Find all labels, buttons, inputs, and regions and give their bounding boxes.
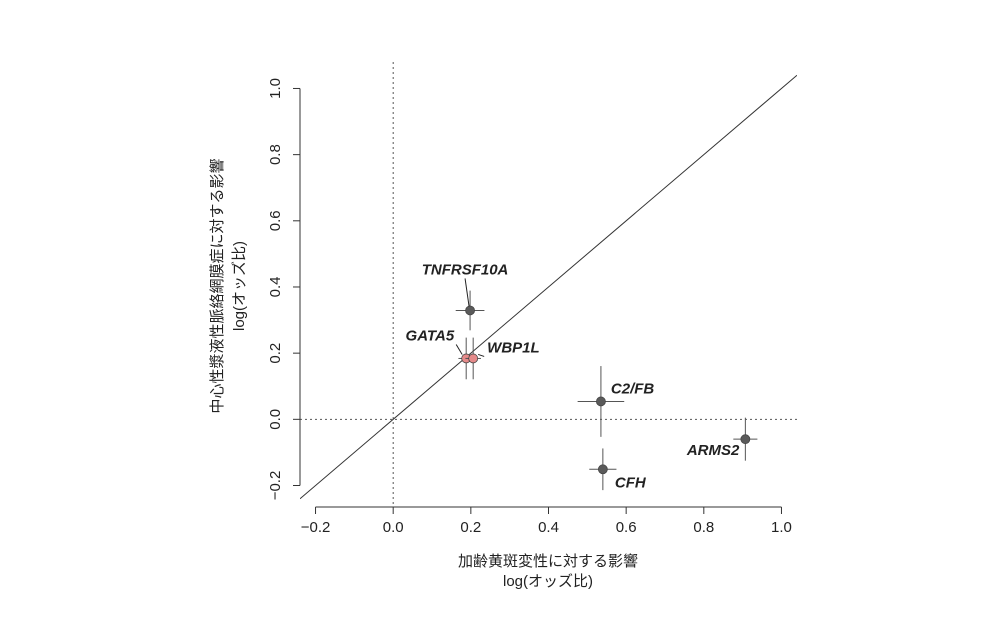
y-tick-label: 0.2	[267, 343, 284, 364]
x-tick-label: 0.6	[616, 519, 637, 536]
point	[740, 434, 751, 445]
y-axis-label: log(オッズ比)	[231, 241, 248, 331]
y-tick-label: 1.0	[267, 78, 284, 99]
identity-line	[300, 74, 797, 500]
y-tick-label: 0.4	[267, 277, 284, 298]
leader-line	[455, 344, 463, 355]
x-tick-label: 0.8	[693, 519, 714, 536]
point-label: GATA5	[406, 327, 455, 344]
point-label: TNFRSF10A	[422, 261, 509, 278]
point	[597, 464, 608, 475]
x-tick-label: 0.2	[460, 519, 481, 536]
point-label: CFH	[615, 474, 647, 491]
leader-line	[464, 278, 470, 307]
y-tick-label: 0.8	[267, 144, 284, 165]
leader-line	[478, 353, 485, 357]
x-tick-label: 0.4	[538, 519, 559, 536]
point	[596, 396, 606, 407]
x-tick-label: −0.2	[301, 519, 331, 536]
point-label: C2/FB	[611, 380, 655, 397]
point	[468, 353, 479, 364]
x-tick-label: 1.0	[771, 519, 792, 536]
x-tick-label: 0.0	[383, 519, 404, 536]
point-label: WBP1L	[487, 339, 540, 356]
point	[465, 305, 475, 316]
y-tick-label: −0.2	[267, 471, 284, 501]
y-tick-label: 0.6	[267, 210, 284, 231]
point-label: ARMS2	[686, 442, 740, 459]
y-axis-label: 中心性漿液性脈絡網膜症に対する影響	[208, 158, 226, 413]
x-axis-label: log(オッズ比)	[503, 573, 593, 590]
x-axis-label: 加齢黄斑変性に対する影響	[458, 552, 638, 570]
y-tick-label: 0.0	[267, 409, 284, 430]
